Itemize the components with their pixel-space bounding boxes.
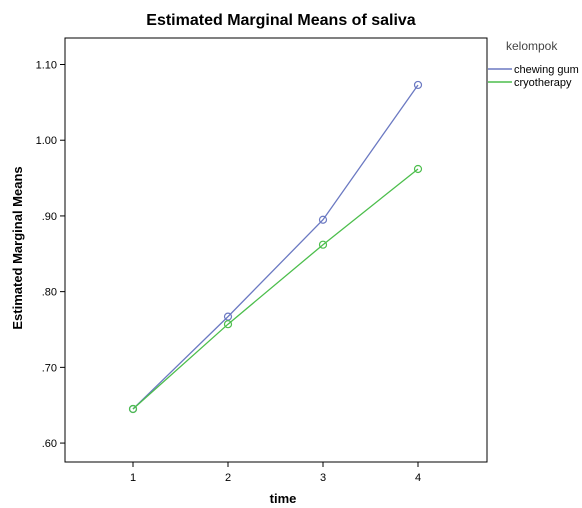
- series-line: [132, 168, 419, 410]
- y-tick-label: .80: [42, 287, 57, 299]
- data-point: [413, 164, 423, 174]
- plot-frame: [64, 37, 488, 463]
- axis-ticks: .60 .70 .80 .90 1.00 1.10 1 2 3 4: [36, 60, 421, 485]
- y-axis-label: Estimated Marginal Means: [10, 166, 25, 329]
- data-point: [413, 80, 423, 90]
- y-tick-label: .90: [42, 211, 57, 223]
- x-axis-label: time: [270, 491, 297, 506]
- legend-label: cryotherapy: [514, 77, 572, 89]
- y-tick-label: .60: [42, 438, 57, 450]
- y-tick-label: .70: [42, 362, 57, 374]
- legend-title: kelompok: [506, 39, 558, 53]
- series-layer: [128, 80, 423, 414]
- data-point: [128, 404, 138, 414]
- data-point: [318, 215, 328, 224]
- y-tick-label: 1.00: [36, 135, 57, 147]
- x-tick-label: 3: [320, 472, 326, 484]
- y-tick-label: 1.10: [36, 60, 57, 72]
- series-line: [132, 84, 419, 410]
- x-tick-label: 4: [415, 472, 421, 484]
- data-point: [318, 240, 328, 249]
- data-point: [223, 320, 233, 329]
- x-tick-label: 1: [130, 472, 136, 484]
- chart-title: Estimated Marginal Means of saliva: [146, 12, 416, 29]
- legend-label: chewing gum: [514, 64, 579, 76]
- x-tick-label: 2: [225, 472, 231, 484]
